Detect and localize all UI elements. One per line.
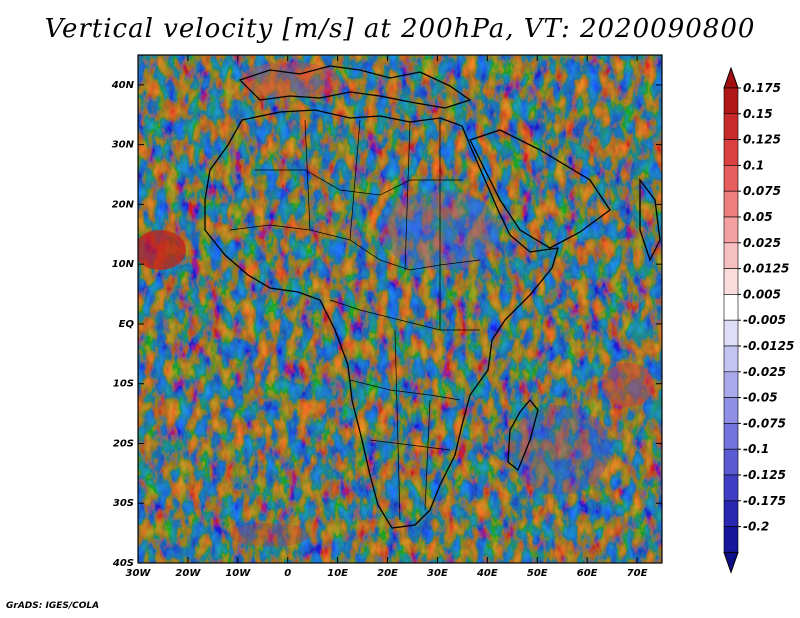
coastlines [204,65,661,529]
lon-tick-label: 60E [577,568,598,579]
lon-tick-label: 50E [527,568,548,579]
lat-tick-label: 30S [113,498,134,509]
lat-tick-label: 30N [112,140,135,151]
colorbar-label: 0.0125 [743,262,789,276]
lat-tick-label: 40N [111,80,135,91]
colorbar-swatch [723,268,739,295]
grads-credit: GrADS: IGES/COLA [6,601,100,611]
lon-tick-label: 0 [284,568,291,579]
colorbar-swatch [723,139,739,166]
colorbar-label: 0.175 [743,81,781,95]
colorbar-label: -0.2 [743,520,769,534]
colorbar-swatch [723,474,739,502]
colorbar-swatch [723,423,739,450]
axis-ticks: 30W 20W 10W 0 10E 20E 30E 40E 50E 60E 70E 40N 30N 20N… [111,55,662,579]
colorbar-swatch [723,190,739,218]
colorbar-swatch [723,526,739,553]
colorbar-swatch [723,448,739,476]
colorbar-bottom-arrow [723,551,739,574]
lon-tick-label: 70E [627,568,648,579]
lat-tick-label: EQ [119,319,135,330]
colorbar-swatch [723,294,739,321]
colorbar-label: 0.1 [743,158,764,172]
lon-tick-label: 10E [327,568,348,579]
madagascar-coastline [507,398,539,472]
country-borders [229,118,481,521]
lat-tick-label: 10N [112,259,135,270]
colorbar-label: 0.005 [743,287,781,301]
vertical-velocity-field [138,55,662,563]
colorbar-label: 0.075 [743,184,781,198]
descent-region [510,405,610,495]
colorbar-label: -0.05 [743,391,778,405]
colorbar-swatch [723,397,739,424]
colorbar-label: -0.025 [743,365,786,379]
colorbar-swatch [723,242,739,269]
colorbar-label: -0.075 [743,416,786,430]
chart-title: Vertical velocity [m/s] at 200hPa, VT: 2… [44,14,756,44]
ascent-region [602,363,654,407]
colorbar-swatch [723,165,739,192]
colorbar-swatch [723,319,739,347]
lat-tick-label: 20N [112,199,135,210]
strong-ascent-region [138,230,186,270]
colorbar-swatch [723,345,739,373]
colorbar-label: -0.1 [743,442,769,456]
colorbar-swatch [723,87,739,115]
colorbar-label: 0.025 [743,236,781,250]
colorbar-label: -0.005 [743,313,786,327]
lat-tick-label: 10S [113,379,134,390]
lat-tick-label: 40S [112,558,134,569]
colorbar-label: -0.175 [743,494,786,508]
ascent-region [230,523,310,547]
lat-tick-label: 20S [113,438,134,449]
colorbar-swatch [723,216,739,244]
colorbar-label: -0.125 [743,468,786,482]
colorbar-label: 0.15 [743,107,773,121]
map-frame [137,54,663,564]
lon-tick-label: 40E [476,568,498,579]
lon-tick-label: 30E [427,568,448,579]
arabia-coastline [469,129,611,249]
lon-tick-label: 20W [175,568,201,579]
india-coastline [639,178,661,262]
colorbar-label: -0.0125 [743,339,794,353]
africa-coastline [204,109,559,529]
colorbar-top-arrow [723,66,739,89]
lon-tick-label: 10W [225,568,251,579]
colorbar-swatch [723,500,739,527]
lon-tick-label: 20E [377,568,398,579]
colorbar-swatch [723,113,739,140]
colorbar: 0.175 0.15 0.125 0.1 0.075 0.05 0.025 0.0125 0.0… [723,66,794,574]
colorbar-swatch [723,371,739,398]
colorbar-label: 0.05 [743,210,773,224]
europe-coastline [238,65,472,109]
lon-tick-label: 30W [126,568,152,579]
colorbar-label: 0.125 [743,133,781,147]
